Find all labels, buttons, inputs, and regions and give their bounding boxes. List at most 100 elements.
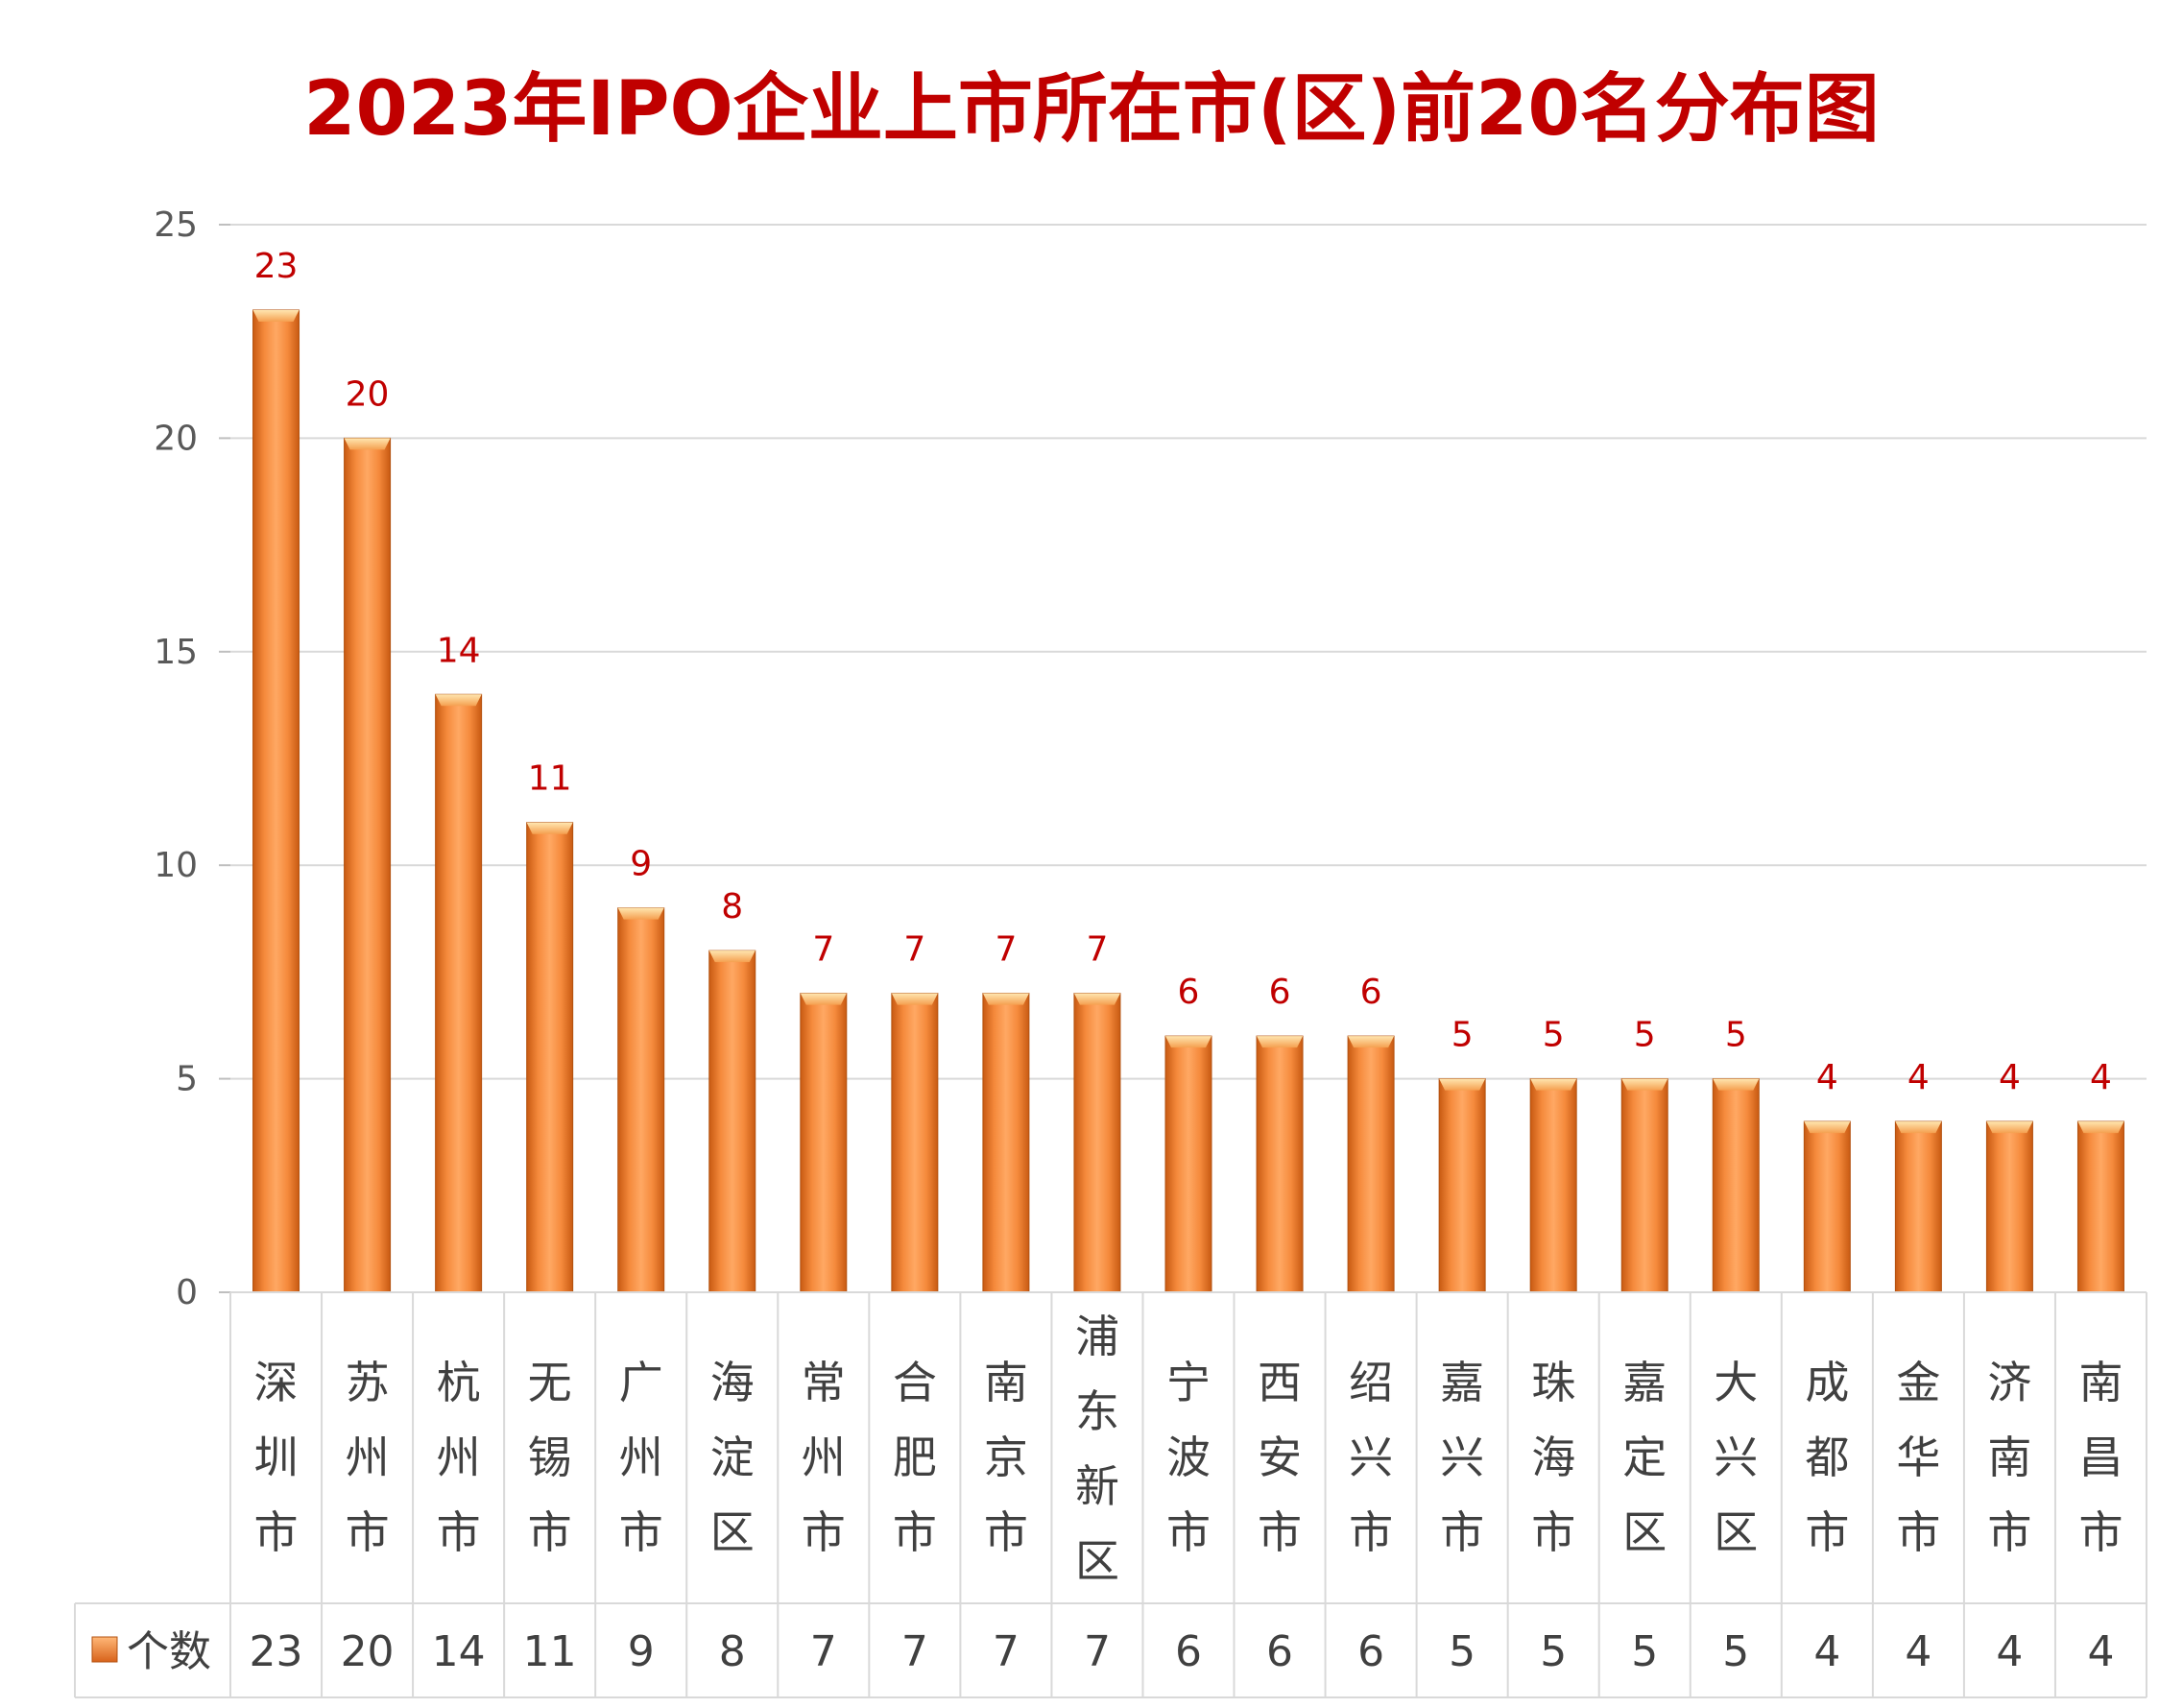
bar bbox=[1256, 1035, 1304, 1293]
data-label: 23 bbox=[254, 247, 299, 286]
bar-cap bbox=[617, 907, 664, 920]
table-value: 9 bbox=[628, 1627, 655, 1676]
category-label: 金华市 bbox=[1896, 1357, 1940, 1558]
bar bbox=[1803, 1120, 1851, 1293]
bar-cap bbox=[1986, 1121, 2033, 1134]
bar-cap bbox=[435, 694, 482, 707]
bar bbox=[800, 993, 848, 1293]
category-label: 南昌市 bbox=[2078, 1357, 2123, 1558]
data-label: 5 bbox=[1451, 1016, 1474, 1055]
data-label: 6 bbox=[1178, 973, 1200, 1012]
bar-cap bbox=[1257, 1036, 1304, 1048]
data-label: 4 bbox=[1999, 1058, 2021, 1097]
bar bbox=[708, 950, 756, 1293]
table-value: 4 bbox=[1996, 1627, 2023, 1676]
data-label: 4 bbox=[1816, 1058, 1838, 1097]
category-label: 常州市 bbox=[802, 1357, 846, 1558]
category-label: 济南市 bbox=[1987, 1357, 2031, 1558]
category-label: 苏州市 bbox=[346, 1357, 390, 1558]
table-value: 14 bbox=[432, 1627, 486, 1676]
data-label: 20 bbox=[346, 374, 390, 414]
bar-cap bbox=[1895, 1121, 1942, 1134]
table-value: 4 bbox=[1905, 1627, 1931, 1676]
category-label: 嘉兴市 bbox=[1440, 1357, 1484, 1558]
data-label: 9 bbox=[630, 845, 652, 884]
category-label: 南京市 bbox=[984, 1357, 1028, 1558]
category-label: 广州市 bbox=[619, 1357, 663, 1558]
data-label: 7 bbox=[812, 930, 834, 970]
data-label: 7 bbox=[995, 930, 1017, 970]
bar-cap bbox=[1073, 993, 1120, 1005]
category-label: 无锡市 bbox=[528, 1357, 572, 1558]
category-label: 绍兴市 bbox=[1349, 1357, 1393, 1558]
category-label: 大兴区 bbox=[1714, 1357, 1758, 1558]
category-label: 深圳市 bbox=[254, 1357, 299, 1558]
table-value: 6 bbox=[1357, 1627, 1384, 1676]
bar bbox=[982, 993, 1030, 1293]
table-value: 7 bbox=[993, 1627, 1020, 1676]
table-value: 5 bbox=[1631, 1627, 1658, 1676]
table-value: 23 bbox=[250, 1627, 303, 1676]
bar-cap bbox=[1713, 1078, 1760, 1091]
table-value: 7 bbox=[901, 1627, 928, 1676]
category-label: 珠海市 bbox=[1531, 1357, 1575, 1558]
data-label: 5 bbox=[1543, 1016, 1565, 1055]
table-value: 5 bbox=[1449, 1627, 1475, 1676]
bar bbox=[252, 309, 300, 1293]
y-tick-label: 25 bbox=[154, 205, 198, 245]
bar-cap bbox=[1530, 1078, 1577, 1091]
table-value: 5 bbox=[1722, 1627, 1749, 1676]
bar bbox=[617, 907, 665, 1293]
bar-cap bbox=[2077, 1121, 2124, 1134]
legend-series-name: 个数 bbox=[127, 1627, 211, 1676]
bar-cap bbox=[708, 950, 756, 963]
y-tick-label: 5 bbox=[176, 1060, 198, 1099]
bar bbox=[1985, 1120, 2033, 1293]
bar bbox=[1164, 1035, 1212, 1293]
data-label: 6 bbox=[1360, 973, 1382, 1012]
bar-cap bbox=[891, 993, 938, 1005]
y-tick-label: 15 bbox=[154, 633, 198, 672]
bar-cap bbox=[1621, 1078, 1668, 1091]
category-label: 合肥市 bbox=[893, 1357, 937, 1558]
bar bbox=[1073, 993, 1121, 1293]
legend-key bbox=[91, 1636, 118, 1663]
y-tick-label: 0 bbox=[176, 1273, 198, 1312]
data-label: 4 bbox=[1907, 1058, 1930, 1097]
category-label: 宁波市 bbox=[1166, 1357, 1211, 1558]
data-label: 4 bbox=[2090, 1058, 2112, 1097]
bar-cap bbox=[1348, 1036, 1395, 1048]
table-value: 11 bbox=[523, 1627, 577, 1676]
bar bbox=[344, 437, 392, 1293]
category-label: 浦东新区 bbox=[1075, 1311, 1119, 1587]
bar-cap bbox=[1804, 1121, 1851, 1134]
bar bbox=[1529, 1078, 1577, 1293]
data-label: 7 bbox=[1086, 930, 1108, 970]
data-label: 8 bbox=[721, 887, 743, 926]
bar-cap bbox=[252, 309, 300, 322]
data-label: 7 bbox=[903, 930, 925, 970]
y-tick-label: 10 bbox=[154, 846, 198, 885]
data-label: 11 bbox=[528, 759, 572, 799]
table-value: 7 bbox=[1084, 1627, 1111, 1676]
bar-cap bbox=[1165, 1036, 1211, 1048]
table-value: 4 bbox=[2087, 1627, 2114, 1676]
table-value: 5 bbox=[1540, 1627, 1567, 1676]
bar bbox=[1347, 1035, 1395, 1293]
category-label: 嘉定区 bbox=[1622, 1357, 1667, 1558]
table-value: 6 bbox=[1175, 1627, 1202, 1676]
category-label: 西安市 bbox=[1258, 1357, 1302, 1558]
bar bbox=[1712, 1078, 1760, 1293]
table-value: 6 bbox=[1266, 1627, 1293, 1676]
table-value: 7 bbox=[810, 1627, 837, 1676]
bar bbox=[1438, 1078, 1486, 1293]
data-label: 5 bbox=[1634, 1016, 1656, 1055]
bar-cap bbox=[800, 993, 847, 1005]
category-label: 海淀区 bbox=[710, 1357, 755, 1558]
bar-cap bbox=[1439, 1078, 1486, 1091]
bar-cap bbox=[982, 993, 1029, 1005]
y-tick-label: 20 bbox=[154, 419, 198, 458]
table-value: 4 bbox=[1813, 1627, 1840, 1676]
bar bbox=[891, 993, 939, 1293]
